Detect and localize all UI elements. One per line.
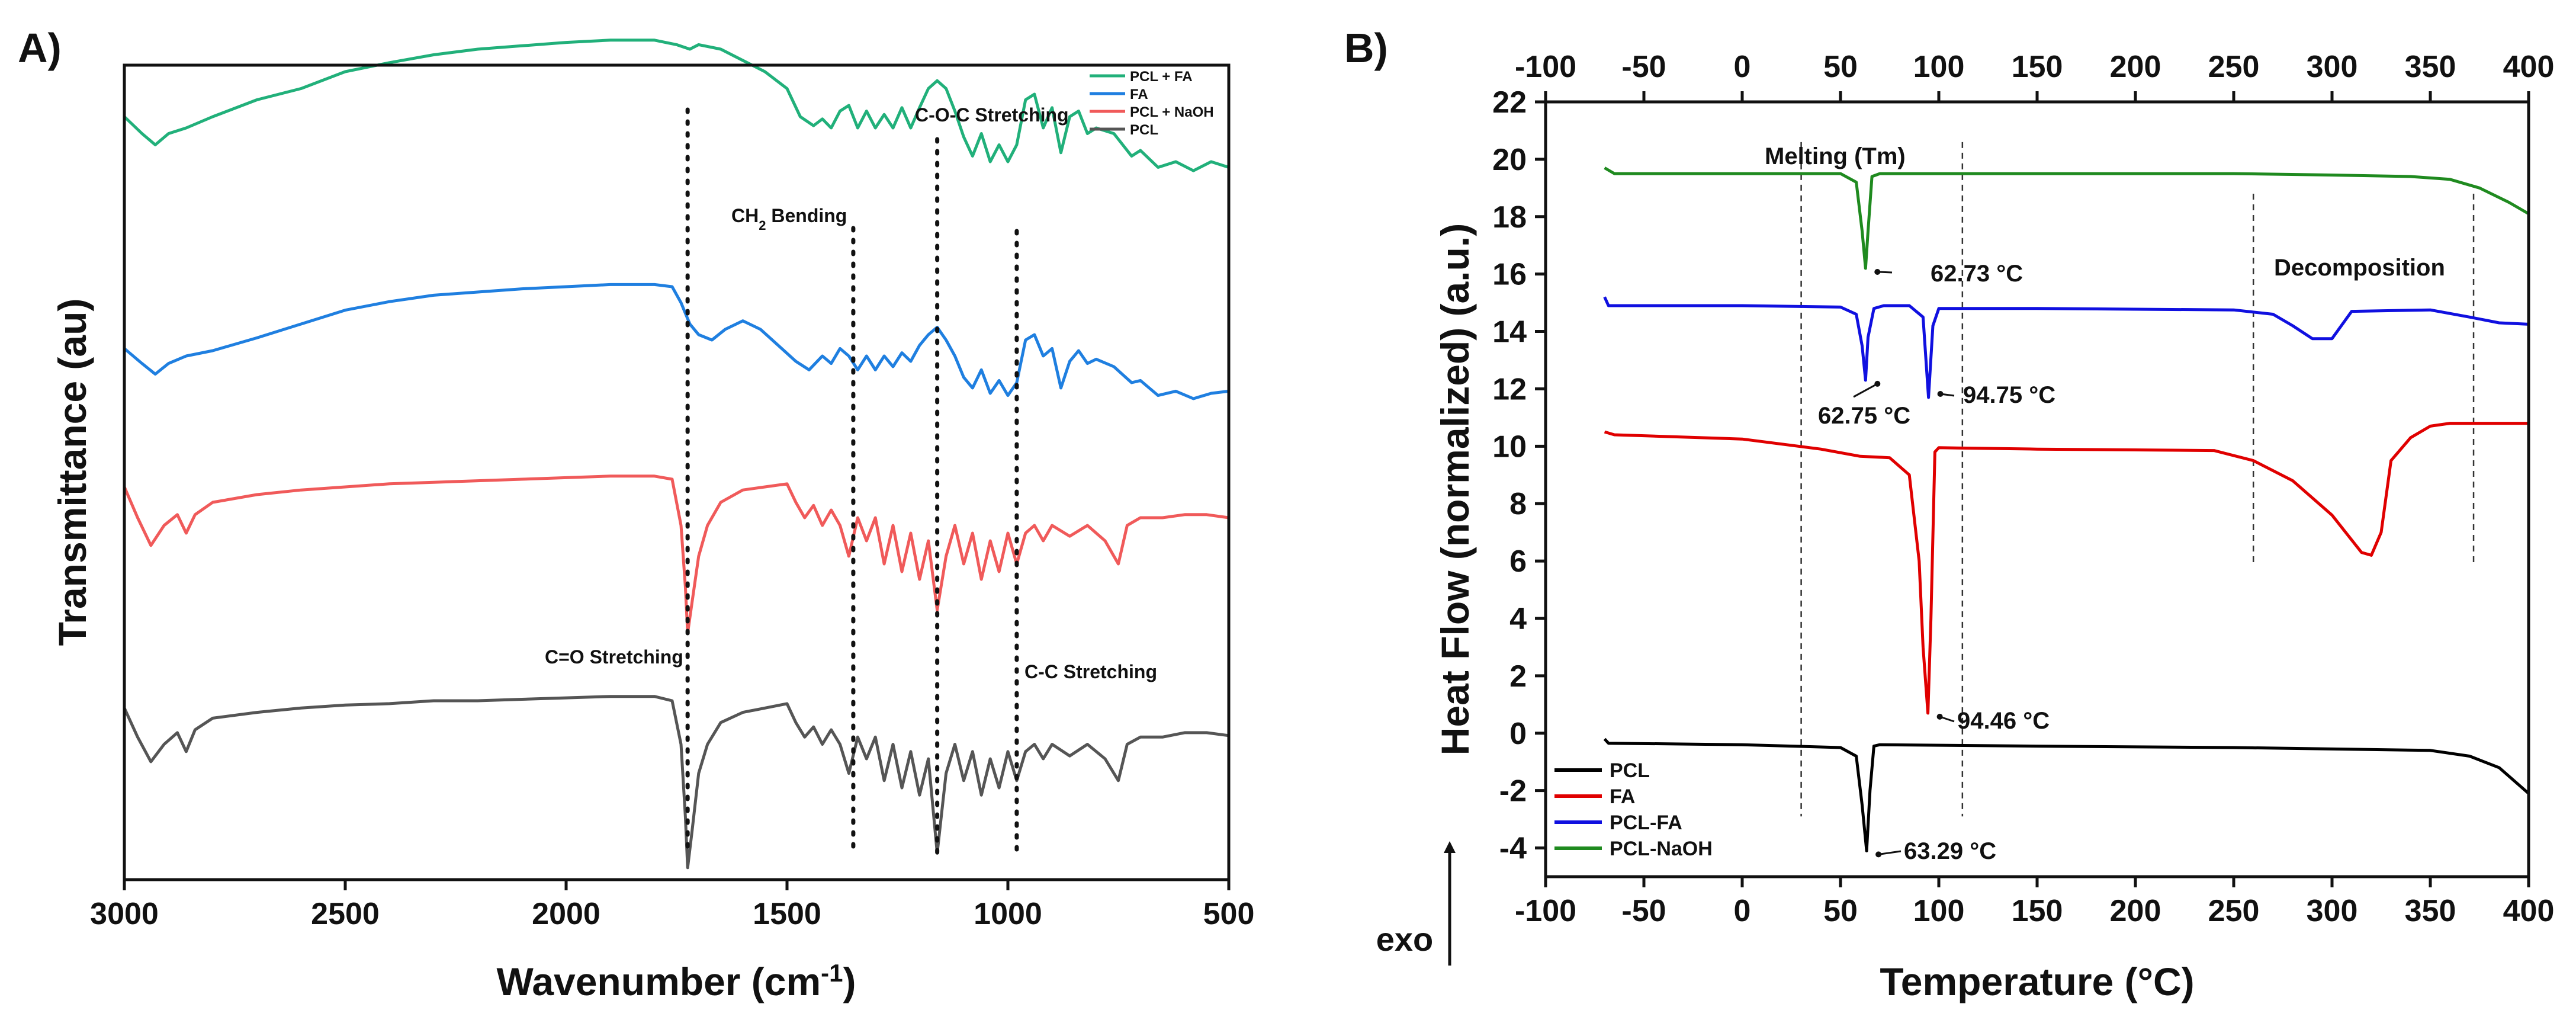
peak-label-94-46-c: 94.46 °C: [1957, 708, 2050, 734]
series-line-fa: [123, 283, 1229, 400]
x-tick-label-top-150: 150: [2012, 50, 2063, 84]
x-tick-label-top-250: 250: [2208, 50, 2260, 84]
y-tick-label-20: 20: [1492, 143, 1527, 177]
x-tick-label-bottom-300: 300: [2307, 894, 2358, 928]
panel-b-series-group: [1603, 166, 2530, 852]
series-line-pcl: [123, 695, 1229, 870]
x-tick-label-top-400: 400: [2503, 50, 2555, 84]
legend-label-pcl: PCL: [1130, 122, 1158, 138]
x-tick-label-bottom-400: 400: [2503, 894, 2555, 928]
y-tick-label-2: 2: [1509, 659, 1527, 694]
y-tick-label-8: 8: [1509, 487, 1527, 521]
y-tick-label--2: -2: [1499, 774, 1527, 809]
x-tick-label-top-200: 200: [2110, 50, 2161, 84]
series-line-pcl-fa: [123, 39, 1229, 172]
annotation-decomposition: Decomposition: [2274, 255, 2445, 281]
y-tick-label--4: -4: [1499, 832, 1527, 866]
legend-label-pcl: PCL: [1610, 759, 1650, 782]
series-line-pcl-naoh: [1604, 166, 2530, 270]
peak-pointer-tip-62-73-c: [1874, 268, 1881, 275]
x-tick-label-bottom-200: 200: [2110, 894, 2161, 928]
annotation-ch2-bending: CH2 Bending: [731, 205, 847, 233]
y-tick-label-10: 10: [1492, 429, 1527, 464]
legend-label-fa: FA: [1130, 86, 1148, 102]
legend-label-pcl-naoh: PCL + NaOH: [1130, 104, 1214, 120]
peak-label-94-75-c: 94.75 °C: [1963, 382, 2055, 408]
y-tick-label-16: 16: [1492, 258, 1527, 292]
panel-b: B) -100-100-50-5000505010010015015020020…: [1344, 25, 2554, 1003]
panel-a-series-group: [123, 39, 1229, 870]
peak-label-62-75-c: 62.75 °C: [1818, 403, 1910, 429]
peak-pointer-63-29-c: [1878, 850, 1902, 855]
x-tick-label-1500: 1500: [753, 897, 821, 931]
series-line-pcl-naoh: [123, 474, 1229, 635]
panel-b-label: B): [1344, 25, 1388, 71]
x-tick-label-bottom-50: 50: [1823, 894, 1858, 928]
panel-b-y-axis-title: Heat Flow (normalized) (a.u.): [1433, 223, 1477, 755]
y-tick-label-12: 12: [1492, 372, 1527, 406]
peak-pointer-tip-94-75-c: [1937, 390, 1944, 397]
panel-a-x-axis-title: Wavenumber (cm-1): [496, 959, 856, 1004]
annotation-melting: Melting (Tm): [1765, 143, 1906, 169]
peak-pointer-62-75-c: [1853, 383, 1878, 398]
peak-pointer-tip-62-75-c: [1874, 380, 1881, 387]
panel-b-legend: PCL FA PCL-FA PCL-NaOH: [1554, 759, 1713, 860]
y-tick-label-0: 0: [1509, 717, 1527, 751]
annotation-cc-stretching: C-C Stretching: [1024, 661, 1157, 682]
legend-label-pcl-fa: PCL-FA: [1610, 812, 1682, 834]
legend-label-pcl-naoh: PCL-NaOH: [1610, 838, 1713, 860]
panel-a-x-ticks: 3000 2500 2000 1500 1000 500: [90, 880, 1254, 931]
x-tick-label-bottom-100: 100: [1913, 894, 1965, 928]
x-tick-label-bottom-150: 150: [2012, 894, 2063, 928]
x-tick-label-top-50: 50: [1823, 50, 1858, 84]
peak-pointer-tip-94-46-c: [1936, 713, 1943, 720]
exo-label: exo: [1376, 921, 1434, 958]
peak-label-63-29-c: 63.29 °C: [1904, 838, 1996, 864]
x-tick-label-top-350: 350: [2405, 50, 2456, 84]
legend-label-fa: FA: [1610, 785, 1635, 808]
x-tick-label-bottom--100: -100: [1515, 894, 1576, 928]
peak-label-62-73-c: 62.73 °C: [1931, 261, 2023, 287]
panel-a-y-axis-title: Transmittance (au): [50, 299, 94, 646]
panel-a: A) 3000 2500 2000 1500 1000 500 Wavenumber (c…: [18, 25, 1254, 1003]
x-tick-label-top-300: 300: [2307, 50, 2358, 84]
x-tick-label-3000: 3000: [90, 897, 159, 931]
y-tick-label-22: 22: [1492, 85, 1527, 120]
panel-a-plot-frame: [123, 63, 1231, 881]
x-tick-label-bottom--50: -50: [1621, 894, 1666, 928]
x-tick-label-bottom-250: 250: [2208, 894, 2260, 928]
x-tick-label-top--100: -100: [1515, 50, 1576, 84]
x-tick-label-top-0: 0: [1734, 50, 1751, 84]
x-tick-label-2500: 2500: [311, 897, 380, 931]
series-line-fa: [1604, 422, 2529, 715]
x-tick-label-1000: 1000: [974, 897, 1042, 931]
series-line-pcl-fa: [1603, 296, 2529, 399]
panel-a-guides: [685, 107, 1019, 858]
annotation-co-stretching: C=O Stretching: [545, 646, 683, 668]
x-tick-label-2000: 2000: [532, 897, 600, 931]
x-tick-label-500: 500: [1203, 897, 1255, 931]
y-tick-label-4: 4: [1509, 602, 1527, 636]
panel-b-x-axis-title: Temperature (°C): [1880, 960, 2194, 1003]
x-tick-label-bottom-350: 350: [2405, 894, 2456, 928]
panel-b-guides: [1800, 142, 2475, 817]
legend-label-pcl-fa: PCL + FA: [1130, 69, 1193, 85]
series-line-pcl: [1603, 737, 2530, 852]
y-tick-label-18: 18: [1492, 200, 1527, 235]
exo-arrow-head: [1444, 841, 1456, 853]
y-tick-label-14: 14: [1492, 315, 1527, 349]
annotation-coc-stretching: C-O-C Stretching: [915, 104, 1069, 126]
x-tick-label-top-100: 100: [1913, 50, 1965, 84]
y-tick-label-6: 6: [1509, 544, 1527, 579]
peak-pointer-tip-63-29-c: [1875, 851, 1882, 858]
x-tick-label-bottom-0: 0: [1734, 894, 1751, 928]
panel-b-plot-frame: [1544, 100, 2530, 878]
panel-b-x-ticks: -100 -100 -50 -50 0 0 50 50 100 100 150 150 200 200 25…: [1515, 50, 2554, 928]
panel-a-label: A): [18, 25, 62, 71]
panel-b-y-ticks: -4 -2 0 2 4 6 8 10 12 14 16 18 20 22: [1492, 85, 1546, 866]
panel-b-peak-labels: 62.73 °C 62.75 °C 94.75 °C 94.46 °C 63.29 °C: [1818, 261, 2055, 864]
x-tick-label-top--50: -50: [1621, 50, 1666, 84]
